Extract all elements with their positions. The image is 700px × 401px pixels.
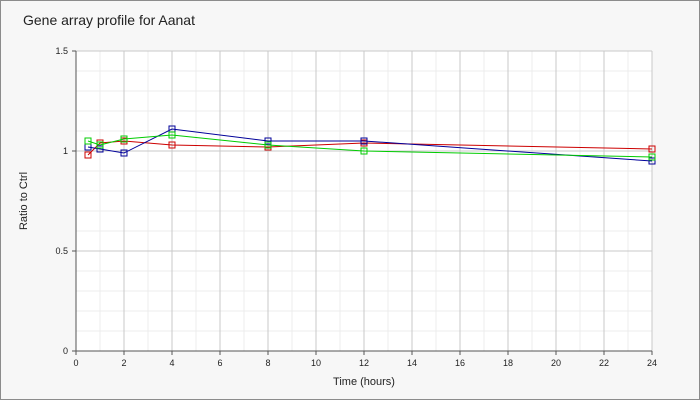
data-point-marker — [360, 147, 368, 155]
y-tick-label: 1.5 — [55, 46, 68, 56]
x-tick-label: 14 — [407, 358, 417, 368]
y-tick-label: 1 — [63, 146, 68, 156]
x-tick-label: 8 — [265, 358, 270, 368]
y-tick-label: 0 — [63, 346, 68, 356]
x-tick-label: 10 — [311, 358, 321, 368]
series-3 — [84, 131, 656, 161]
x-tick-label: 6 — [217, 358, 222, 368]
data-point-marker — [360, 137, 368, 145]
series-line — [87, 140, 653, 156]
data-point-marker — [264, 141, 272, 149]
x-tick-label: 20 — [551, 358, 561, 368]
data-point-marker — [84, 151, 92, 159]
data-point-marker — [96, 141, 104, 149]
x-tick-label: 18 — [503, 358, 513, 368]
x-tick-label: 4 — [169, 358, 174, 368]
x-axis-label: Time (hours) — [333, 376, 395, 388]
y-axis-label: Ratio to Ctrl — [18, 172, 30, 230]
y-tick-label: 0.5 — [55, 246, 68, 256]
x-tick-label: 0 — [73, 358, 78, 368]
series-line — [87, 128, 653, 162]
y-ticks: 0 0.5 1 1.5 — [55, 46, 76, 356]
x-tick-label: 24 — [647, 358, 657, 368]
data-point-marker — [168, 131, 176, 139]
data-point-marker — [96, 145, 104, 153]
x-tick-label: 16 — [455, 358, 465, 368]
series-layer — [84, 125, 656, 165]
data-point-marker — [648, 157, 656, 165]
data-point-marker — [648, 145, 656, 153]
x-tick-label: 2 — [121, 358, 126, 368]
series-line — [87, 134, 653, 158]
data-point-marker — [120, 135, 128, 143]
data-point-marker — [120, 149, 128, 157]
data-point-marker — [264, 137, 272, 145]
x-ticks: 0 2 4 6 8 10 12 14 16 18 20 22 24 — [73, 351, 657, 368]
x-tick-label: 12 — [359, 358, 369, 368]
data-point-marker — [84, 137, 92, 145]
chart-title: Gene array profile for Aanat — [23, 12, 195, 28]
x-tick-label: 22 — [599, 358, 609, 368]
data-point-marker — [168, 141, 176, 149]
data-point-marker — [648, 153, 656, 161]
